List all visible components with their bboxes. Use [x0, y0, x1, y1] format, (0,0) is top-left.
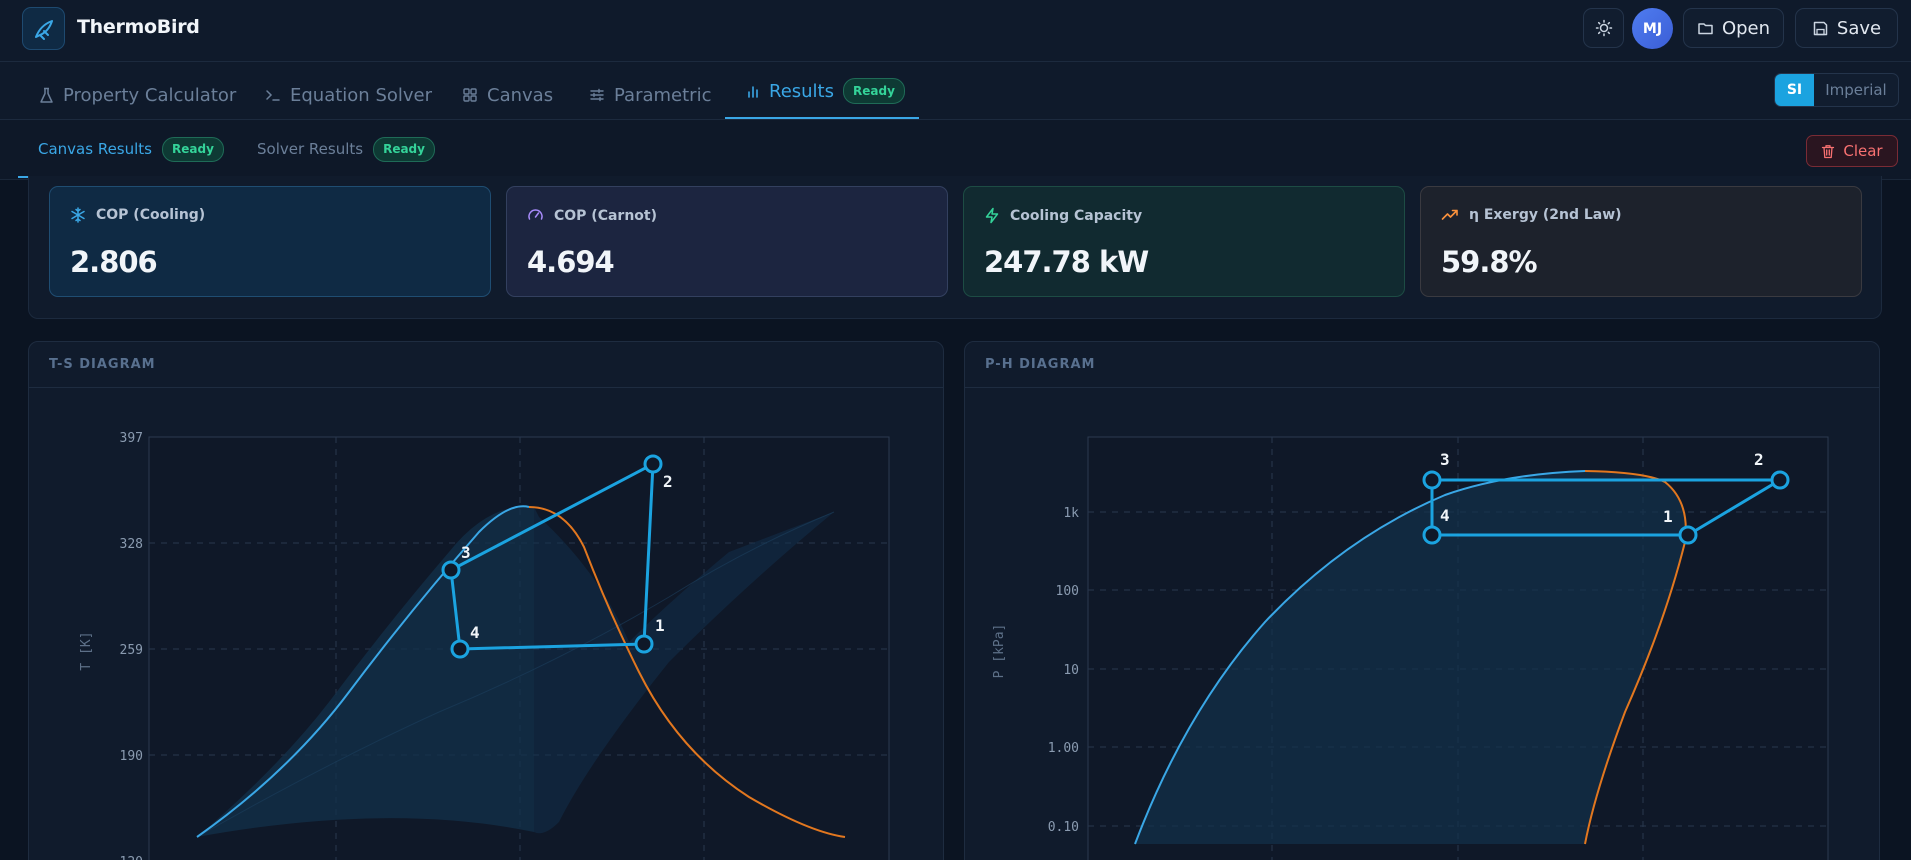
- panel-title: T-S DIAGRAM: [29, 342, 943, 388]
- isobar-line: [196, 511, 835, 838]
- state-point-1[interactable]: [1678, 525, 1698, 545]
- top-bar: ThermoBird MJ Open Save: [0, 0, 1911, 62]
- bar-chart-icon: [748, 85, 758, 98]
- saturated-liquid-line: [196, 505, 530, 838]
- results-subtab-bar: [0, 120, 1911, 180]
- metric-value: 2.806: [70, 245, 158, 279]
- metric-cop-cooling: COP (Cooling) 2.806: [49, 186, 491, 297]
- tab-parametric[interactable]: Parametric: [589, 66, 711, 124]
- state-label: 3: [1440, 450, 1450, 469]
- metric-cop-carnot: COP (Carnot) 4.694: [506, 186, 948, 297]
- theme-toggle-button[interactable]: [1583, 8, 1624, 48]
- gauge-icon: [528, 209, 543, 220]
- y-tick-label: 1k: [1063, 506, 1079, 521]
- state-label: 2: [663, 472, 673, 491]
- snowflake-icon: [71, 207, 85, 223]
- y-tick-label: 0.10: [1048, 820, 1079, 835]
- state-label: 3: [461, 543, 471, 562]
- unit-si-button[interactable]: SI: [1775, 74, 1814, 106]
- y-axis-label: T [K]: [79, 631, 94, 670]
- main-tab-bar: [0, 62, 1911, 120]
- ts-diagram-panel: T-S DIAGRAM T [K] 397 328 259 190 120: [28, 341, 944, 860]
- bolt-icon: [985, 207, 999, 224]
- y-tick-label: 100: [1056, 584, 1079, 599]
- state-label: 2: [1754, 450, 1764, 469]
- tab-canvas[interactable]: Canvas: [462, 66, 553, 124]
- tab-results[interactable]: Results Ready: [746, 62, 905, 120]
- state-point-3[interactable]: [1422, 470, 1442, 490]
- state-label: 1: [655, 616, 665, 635]
- sun-icon: [1595, 19, 1612, 37]
- open-label: Open: [1721, 17, 1771, 39]
- subtab-canvas-results[interactable]: Canvas Results Ready: [38, 120, 224, 178]
- bird-icon[interactable]: [22, 7, 65, 50]
- open-button[interactable]: Open: [1683, 8, 1784, 48]
- status-badge: Ready: [162, 136, 224, 162]
- state-label: 4: [470, 623, 480, 642]
- metric-exergy-efficiency: η Exergy (2nd Law) 59.8%: [1420, 186, 1862, 297]
- state-points: [441, 454, 663, 659]
- y-tick-label: 120: [120, 855, 143, 860]
- ts-diagram-chart[interactable]: T [K] 397 328 259 190 120 1 2 3 4: [29, 342, 943, 860]
- active-tab-indicator: [725, 117, 919, 119]
- status-badge: Ready: [373, 136, 435, 162]
- trash-icon: [1822, 144, 1835, 158]
- folder-icon: [1698, 22, 1713, 34]
- avatar[interactable]: MJ: [1632, 8, 1673, 49]
- tab-equation-solver[interactable]: Equation Solver: [265, 66, 432, 124]
- state-point-2[interactable]: [1770, 470, 1790, 490]
- terminal-icon: [266, 90, 280, 101]
- y-tick-label: 328: [120, 537, 143, 552]
- y-tick-label: 1.00: [1048, 741, 1079, 756]
- y-tick-label: 259: [120, 643, 143, 658]
- metric-cooling-capacity: Cooling Capacity 247.78 kW: [963, 186, 1405, 297]
- grid-icon: [463, 88, 477, 102]
- y-tick-label: 397: [120, 431, 143, 446]
- ph-diagram-chart[interactable]: P [kPa] 1k 100 10 1.00 0.10 1 2 3 4: [965, 342, 1879, 860]
- state-point-4[interactable]: [1422, 525, 1442, 545]
- state-point-3[interactable]: [441, 560, 461, 580]
- vapor-region-fill: [534, 507, 834, 834]
- app-title: ThermoBird: [77, 16, 200, 38]
- saturated-vapor-line: [1584, 470, 1687, 845]
- state-label: 4: [1440, 506, 1450, 525]
- sliders-icon: [590, 88, 604, 102]
- status-badge: Ready: [843, 78, 905, 104]
- panel-title: P-H DIAGRAM: [965, 342, 1879, 388]
- flask-icon: [40, 87, 53, 103]
- unit-imperial-button[interactable]: Imperial: [1825, 81, 1887, 99]
- ph-diagram-panel: P-H DIAGRAM P [kPa] 1k 100 10 1.00 0.10: [964, 341, 1880, 860]
- state-point-1[interactable]: [634, 634, 654, 654]
- unit-toggle[interactable]: SI Imperial: [1774, 73, 1899, 107]
- state-point-2[interactable]: [643, 454, 663, 474]
- clear-button[interactable]: Clear: [1806, 135, 1898, 167]
- save-button[interactable]: Save: [1795, 8, 1898, 48]
- floppy-icon: [1813, 21, 1828, 35]
- y-axis-label: P [kPa]: [992, 624, 1007, 679]
- saturated-vapor-line: [528, 506, 846, 838]
- trend-up-icon: [1441, 209, 1458, 220]
- y-tick-label: 10: [1063, 663, 1079, 678]
- metric-value: 247.78 kW: [984, 245, 1149, 279]
- state-points: [1422, 470, 1790, 545]
- two-phase-region-fill: [1135, 471, 1686, 844]
- metric-value: 4.694: [527, 245, 615, 279]
- subtab-solver-results[interactable]: Solver Results Ready: [257, 120, 435, 178]
- tab-property-calculator[interactable]: Property Calculator: [39, 66, 236, 124]
- save-label: Save: [1836, 17, 1882, 39]
- y-tick-label: 190: [120, 749, 143, 764]
- metric-value: 59.8%: [1441, 245, 1538, 279]
- state-label: 1: [1663, 507, 1673, 526]
- state-point-4[interactable]: [450, 639, 470, 659]
